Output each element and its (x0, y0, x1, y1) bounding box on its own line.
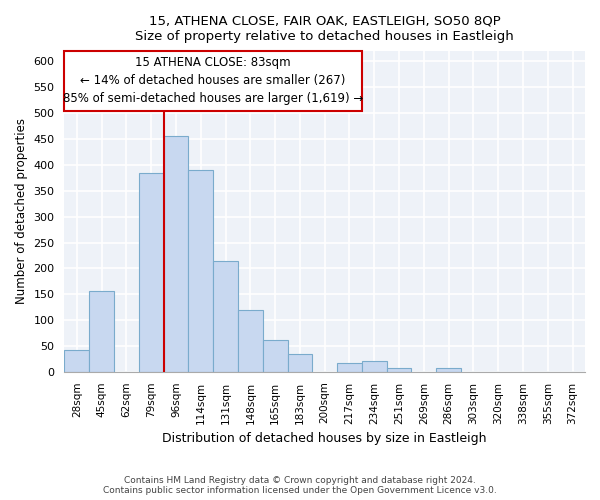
Bar (89, 290, 114, 372)
Bar (139, 172, 164, 372)
Bar (436, 368, 461, 372)
Y-axis label: Number of detached properties: Number of detached properties (15, 118, 28, 304)
Text: Contains HM Land Registry data © Crown copyright and database right 2024.
Contai: Contains HM Land Registry data © Crown c… (103, 476, 497, 495)
Bar (287, 354, 313, 372)
FancyBboxPatch shape (64, 51, 362, 110)
Bar (238, 310, 263, 372)
Text: 15 ATHENA CLOSE: 83sqm
← 14% of detached houses are smaller (267)
85% of semi-de: 15 ATHENA CLOSE: 83sqm ← 14% of detached… (63, 56, 363, 106)
Bar (164, 136, 188, 372)
Bar (337, 363, 362, 372)
Bar (213, 260, 238, 372)
Bar (64, 350, 89, 372)
Bar (386, 368, 412, 372)
X-axis label: Distribution of detached houses by size in Eastleigh: Distribution of detached houses by size … (163, 432, 487, 445)
Bar (362, 362, 386, 372)
Bar (188, 170, 213, 372)
Title: 15, ATHENA CLOSE, FAIR OAK, EASTLEIGH, SO50 8QP
Size of property relative to det: 15, ATHENA CLOSE, FAIR OAK, EASTLEIGH, S… (136, 15, 514, 43)
Bar (263, 340, 287, 372)
